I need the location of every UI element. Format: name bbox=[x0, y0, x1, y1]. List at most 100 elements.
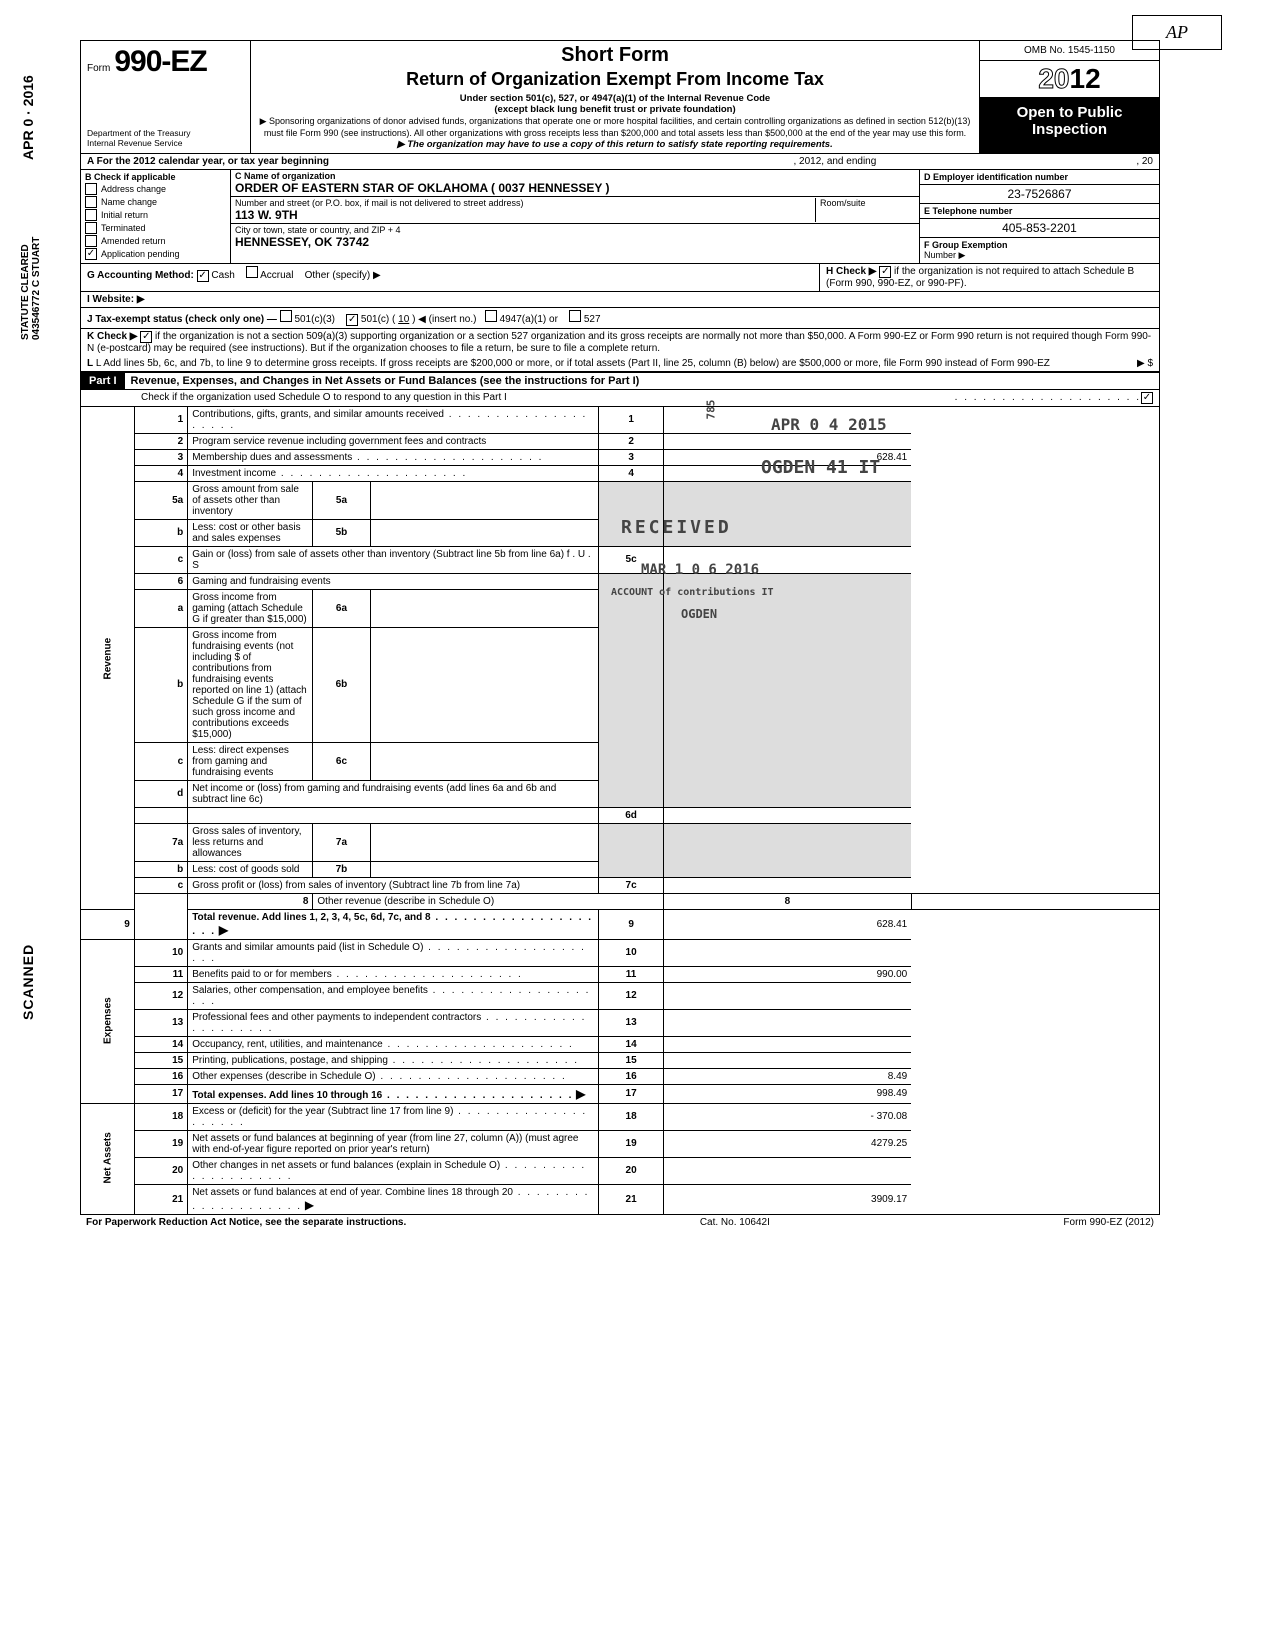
cb-4947[interactable] bbox=[485, 310, 497, 322]
ln14-d: Occupancy, rent, utilities, and maintena… bbox=[192, 1039, 382, 1050]
ln7b-mv bbox=[370, 861, 599, 877]
ln8-d: Other revenue (describe in Schedule O) bbox=[317, 896, 494, 907]
addr-label: Number and street (or P.O. box, if mail … bbox=[235, 198, 815, 208]
form-number: 990-EZ bbox=[114, 45, 206, 79]
ln16-d: Other expenses (describe in Schedule O) bbox=[192, 1071, 375, 1082]
ln7b-d: Less: cost of goods sold bbox=[192, 864, 299, 875]
open-to-public: Open to Public Inspection bbox=[980, 98, 1159, 153]
ln11-rn: 11 bbox=[599, 966, 664, 982]
cb-name-change[interactable] bbox=[85, 196, 97, 208]
b-label: B Check if applicable bbox=[85, 172, 226, 182]
c-label: C Name of organization bbox=[235, 171, 915, 181]
cb-k[interactable]: ✓ bbox=[140, 331, 152, 343]
cb-address-change[interactable] bbox=[85, 183, 97, 195]
title-return: Return of Organization Exempt From Incom… bbox=[257, 68, 973, 91]
ln16-rv: 8.49 bbox=[663, 1068, 911, 1084]
ln4-rv bbox=[663, 465, 911, 481]
subtitle-3: ▶ Sponsoring organizations of donor advi… bbox=[257, 116, 973, 139]
ln13-rv bbox=[663, 1009, 911, 1036]
ln14-rn: 14 bbox=[599, 1036, 664, 1052]
row-a-tax-year: A For the 2012 calendar year, or tax yea… bbox=[81, 154, 1159, 170]
cb-accrual[interactable] bbox=[246, 266, 258, 278]
ln16-n: 16 bbox=[134, 1068, 187, 1084]
ln9-n: 9 bbox=[81, 909, 134, 939]
ln5b-n: b bbox=[134, 519, 187, 546]
ln5a-n: 5a bbox=[134, 481, 187, 519]
col-d: D Employer identification number 23-7526… bbox=[919, 170, 1159, 263]
ln17-d: Total expenses. Add lines 10 through 16 bbox=[192, 1090, 382, 1101]
header-right: OMB No. 1545-1150 2012 Open to Public In… bbox=[979, 41, 1159, 153]
ln1-d: Contributions, gifts, grants, and simila… bbox=[192, 409, 444, 420]
cb-terminated[interactable] bbox=[85, 222, 97, 234]
ln7b-n: b bbox=[134, 861, 187, 877]
ln12-rn: 12 bbox=[599, 982, 664, 1009]
cb-amended[interactable] bbox=[85, 235, 97, 247]
d-label: D Employer identification number bbox=[920, 170, 1159, 185]
ln5c-rv bbox=[663, 546, 911, 573]
ln7c-rv bbox=[663, 877, 911, 893]
k-label: K Check ▶ bbox=[87, 331, 137, 342]
ln1-rv bbox=[663, 407, 911, 434]
ln18-d: Excess or (deficit) for the year (Subtra… bbox=[192, 1106, 453, 1117]
cb-cash[interactable]: ✓ bbox=[197, 270, 209, 282]
ln4-n: 4 bbox=[134, 465, 187, 481]
city: HENNESSEY, OK 73742 bbox=[235, 235, 915, 249]
row-a-mid: , 2012, and ending bbox=[793, 156, 876, 167]
subtitle-1: Under section 501(c), 527, or 4947(a)(1)… bbox=[257, 93, 973, 105]
ln14-n: 14 bbox=[134, 1036, 187, 1052]
ln17-rn: 17 bbox=[599, 1084, 664, 1103]
ln17-rv: 998.49 bbox=[663, 1084, 911, 1103]
ln19-d: Net assets or fund balances at beginning… bbox=[192, 1133, 578, 1155]
ln9-rn: 9 bbox=[599, 909, 664, 939]
ln20-rn: 20 bbox=[599, 1157, 664, 1184]
ln6a-d: Gross income from gaming (attach Schedul… bbox=[192, 592, 307, 625]
ln16-rn: 16 bbox=[599, 1068, 664, 1084]
cb-application-pending[interactable]: ✓ bbox=[85, 248, 97, 260]
ln9-rv: 628.41 bbox=[663, 909, 911, 939]
vert-revenue: Revenue bbox=[81, 407, 134, 910]
dept-irs: Internal Revenue Service bbox=[87, 138, 244, 148]
side-stamp-scanned: SCANNED bbox=[20, 944, 36, 1020]
j-a1: 4947(a)(1) or bbox=[500, 314, 558, 325]
form-990ez: Form 990-EZ Department of the Treasury I… bbox=[80, 40, 1160, 1215]
ln5b-mn: 5b bbox=[313, 519, 370, 546]
ln6c-d: Less: direct expenses from gaming and fu… bbox=[192, 745, 289, 778]
ln7a-mn: 7a bbox=[313, 823, 370, 861]
cb-h[interactable]: ✓ bbox=[879, 266, 891, 278]
ln3-rv: 628.41 bbox=[663, 449, 911, 465]
cb-501c[interactable]: ✓ bbox=[346, 314, 358, 326]
cb-527[interactable] bbox=[569, 310, 581, 322]
ln6b-n: b bbox=[134, 627, 187, 742]
e-label: E Telephone number bbox=[920, 204, 1159, 219]
ln10-rn: 10 bbox=[599, 939, 664, 966]
l-arrow: ▶ $ bbox=[1137, 358, 1153, 369]
ln8-rn: 8 bbox=[663, 893, 911, 909]
part1-check-o: Check if the organization used Schedule … bbox=[81, 390, 1159, 407]
ln7a-n: 7a bbox=[134, 823, 187, 861]
year-prefix: 20 bbox=[1038, 63, 1069, 94]
j-c-other: 501(c) ( bbox=[361, 314, 395, 325]
cb-schedule-o[interactable]: ✓ bbox=[1141, 392, 1153, 404]
ln2-rv bbox=[663, 433, 911, 449]
ln6d-rv bbox=[663, 807, 911, 823]
ln6-n: 6 bbox=[134, 573, 187, 589]
b-item-4: Amended return bbox=[101, 236, 166, 246]
j-c-other2: ) ◀ (insert no.) bbox=[412, 314, 476, 325]
ln11-rv: 990.00 bbox=[663, 966, 911, 982]
ln6a-mn: 6a bbox=[313, 589, 370, 627]
ln6-d: Gaming and fundraising events bbox=[192, 576, 330, 587]
ein: 23-7526867 bbox=[920, 185, 1159, 204]
vert-expenses: Expenses bbox=[81, 939, 134, 1103]
ln2-rn: 2 bbox=[599, 433, 664, 449]
cb-initial-return[interactable] bbox=[85, 209, 97, 221]
ln20-d: Other changes in net assets or fund bala… bbox=[192, 1160, 500, 1171]
f-label2: Number ▶ bbox=[924, 250, 965, 260]
ln7c-d: Gross profit or (loss) from sales of inv… bbox=[192, 880, 520, 891]
j-527: 527 bbox=[584, 314, 601, 325]
ln15-n: 15 bbox=[134, 1052, 187, 1068]
cb-501c3[interactable] bbox=[280, 310, 292, 322]
b-item-1: Name change bbox=[101, 197, 157, 207]
ln6d-d: Net income or (loss) from gaming and fun… bbox=[192, 783, 556, 805]
ln12-rv bbox=[663, 982, 911, 1009]
b-item-2: Initial return bbox=[101, 210, 148, 220]
